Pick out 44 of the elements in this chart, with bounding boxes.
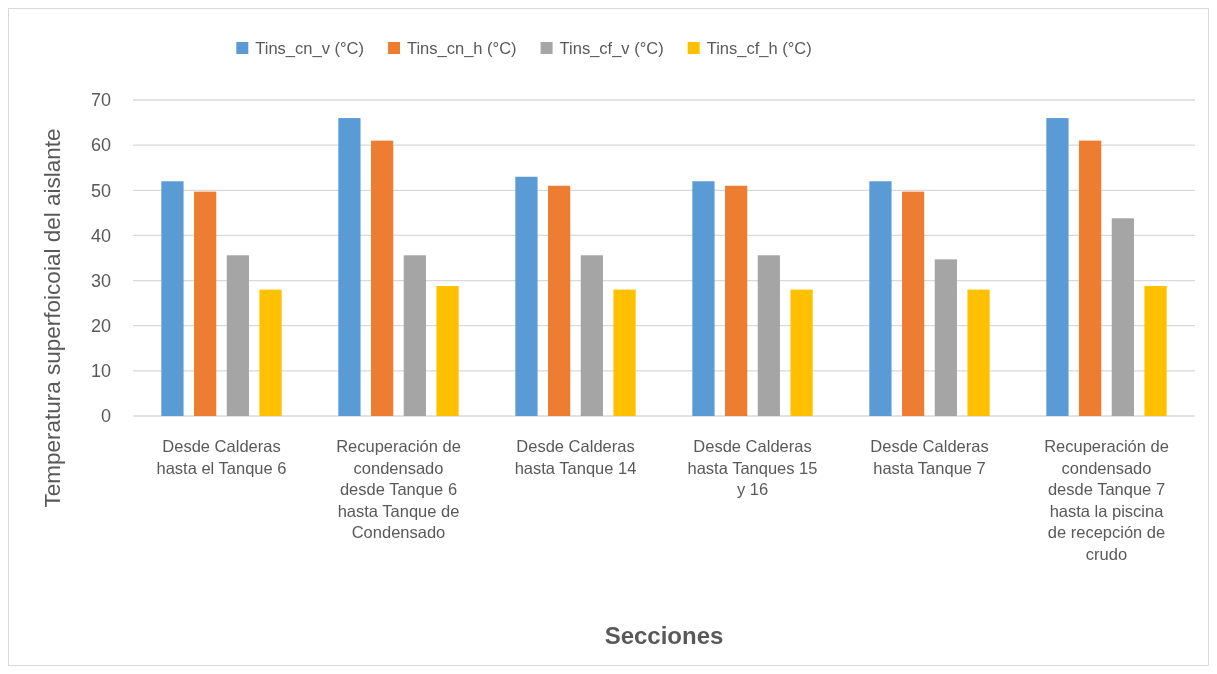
y-tick-label: 20 <box>90 316 111 337</box>
bar <box>515 176 538 416</box>
legend-label: Tins_cf_h (°C) <box>706 38 812 58</box>
bar <box>1046 118 1069 416</box>
bar <box>161 181 184 416</box>
x-tick-label: Desde Calderas hasta el Tanque 6 <box>156 437 287 477</box>
y-tick-label: 60 <box>90 135 111 156</box>
bar <box>548 185 571 416</box>
legend-label: Tins_cn_v (°C) <box>255 38 364 58</box>
y-tick-label: 0 <box>100 406 111 427</box>
y-tick-label: 30 <box>90 270 111 291</box>
bar <box>580 255 603 416</box>
bar <box>436 285 459 416</box>
y-tick-label: 50 <box>90 180 111 201</box>
x-tick-label: Desde Calderas hasta Tanque 14 <box>514 437 637 477</box>
bar <box>692 181 715 416</box>
bar <box>1111 218 1134 416</box>
bar <box>338 118 361 416</box>
y-tick-label: 70 <box>90 90 111 111</box>
bar <box>725 185 748 416</box>
y-tick-label: 10 <box>90 361 111 382</box>
x-axis-title: Secciones <box>604 622 724 649</box>
bar <box>902 191 925 416</box>
bar <box>1079 140 1102 416</box>
x-tick-label: Recuperación de condensado desde Tanque 6 hasta Tanque de Condensado <box>336 437 461 541</box>
bar <box>226 255 249 416</box>
legend-label: Tins_cn_h (°C) <box>406 38 517 58</box>
bar <box>613 289 636 416</box>
bar <box>869 181 892 416</box>
y-tick-label: 40 <box>90 225 111 246</box>
bar <box>259 289 282 416</box>
bar <box>1144 285 1167 416</box>
bar <box>967 289 990 416</box>
bar <box>790 289 813 416</box>
bar <box>934 259 957 416</box>
x-tick-label: Recuperación de condensado desde Tanque 7 hasta la piscina de recepción de crudo <box>1044 437 1169 563</box>
bar <box>403 255 426 416</box>
bar <box>757 255 780 416</box>
y-axis-title: Temperatura superfoicoial del aislante <box>40 128 65 508</box>
x-tick-label: Desde Calderas hasta Tanques 15 y 16 <box>687 437 818 498</box>
legend-label: Tins_cf_v (°C) <box>559 38 664 58</box>
x-tick-label: Desde Calderas hasta Tanque 7 <box>870 437 989 477</box>
bar <box>194 191 217 416</box>
bar <box>371 140 394 416</box>
